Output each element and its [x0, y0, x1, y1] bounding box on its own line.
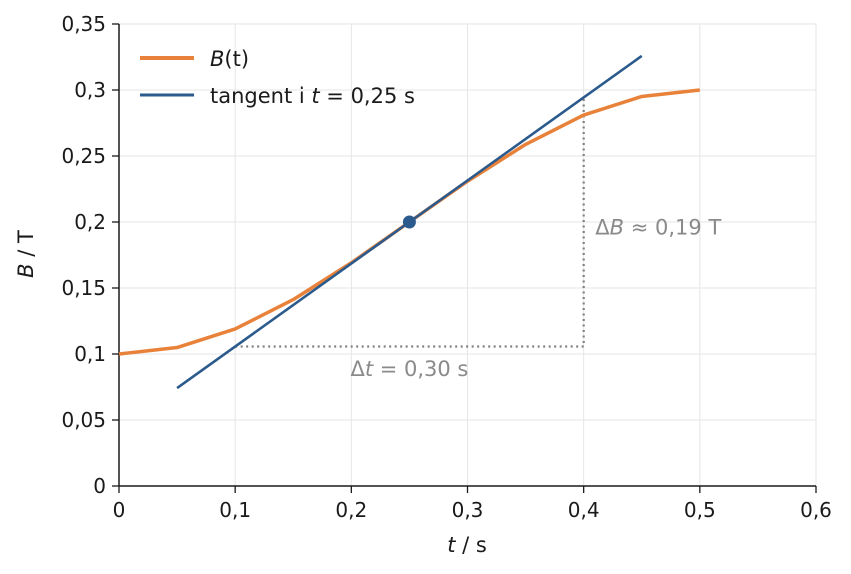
- delta-b-annotation: ΔB ≈ 0,19 T: [595, 216, 721, 240]
- tangent-point: [402, 215, 416, 229]
- y-tick-label: 0,3: [74, 78, 106, 102]
- y-tick-label: 0,35: [61, 12, 106, 36]
- y-tick-label: 0,1: [74, 342, 106, 366]
- x-tick-label: 0: [113, 498, 126, 522]
- y-tick-label: 0,25: [61, 144, 106, 168]
- ticks: 0 0,1 0,2 0,3 0,4 0,5 0,6 0 0,05 0,1 0,15 0,2 0,25 0,…: [61, 12, 831, 522]
- annotations: Δt = 0,30 s ΔB ≈ 0,19 T: [350, 216, 721, 381]
- x-tick-label: 0,4: [568, 498, 600, 522]
- slope-triangle: [235, 97, 585, 348]
- y-tick-label: 0,05: [61, 408, 106, 432]
- y-tick-label: 0,2: [74, 210, 106, 234]
- plot-area: [118, 54, 701, 390]
- y-tick-label: 0,15: [61, 276, 106, 300]
- legend-label-tangent: tangent i t = 0,25 s: [210, 84, 415, 108]
- x-tick-label: 0,5: [684, 498, 716, 522]
- x-tick-label: 0,3: [452, 498, 484, 522]
- x-axis-label: t / s: [447, 533, 487, 557]
- delta-t-annotation: Δt = 0,30 s: [350, 357, 468, 381]
- y-tick-label: 0: [93, 474, 106, 498]
- x-tick-label: 0,2: [335, 498, 367, 522]
- x-tick-label: 0,1: [219, 498, 251, 522]
- x-tick-label: 0,6: [800, 498, 832, 522]
- legend-label-b: B(t): [210, 47, 249, 71]
- legend: B(t) tangent i t = 0,25 s: [140, 47, 415, 108]
- y-axis-label: B / T: [14, 230, 38, 278]
